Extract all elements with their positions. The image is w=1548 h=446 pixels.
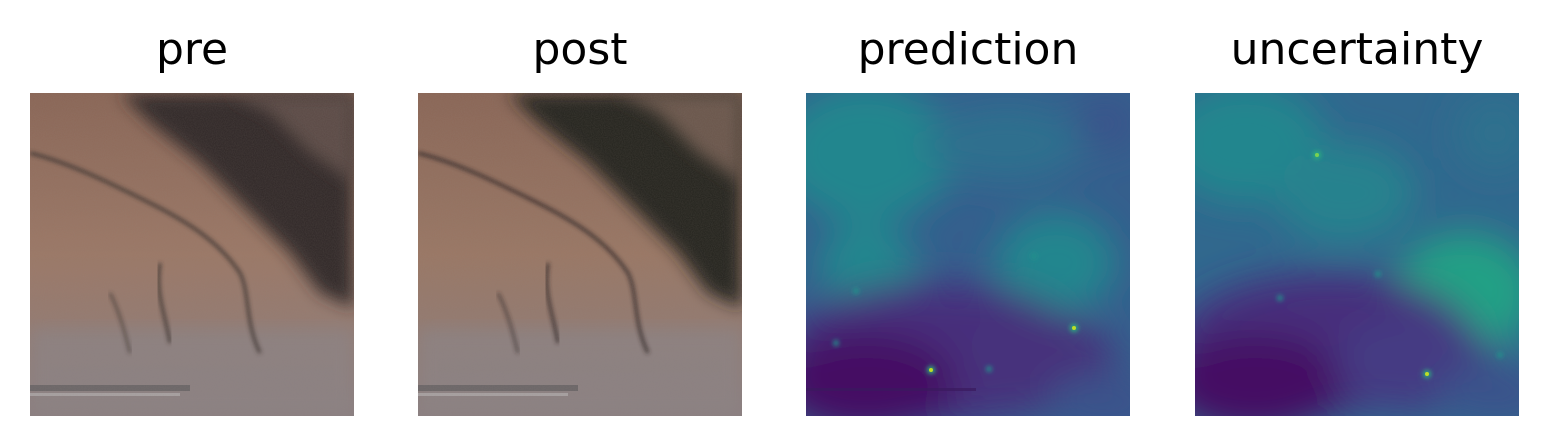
panel-title-uncertainty: uncertainty [1230,24,1484,75]
panel-title-post: post [532,24,628,75]
pre-satellite-image [30,93,354,416]
post-satellite-image [418,93,742,416]
panel-title-prediction: prediction [857,24,1079,75]
panel-title-pre: pre [155,24,229,75]
uncertainty-heatmap [1195,93,1519,416]
prediction-heatmap [806,93,1130,416]
